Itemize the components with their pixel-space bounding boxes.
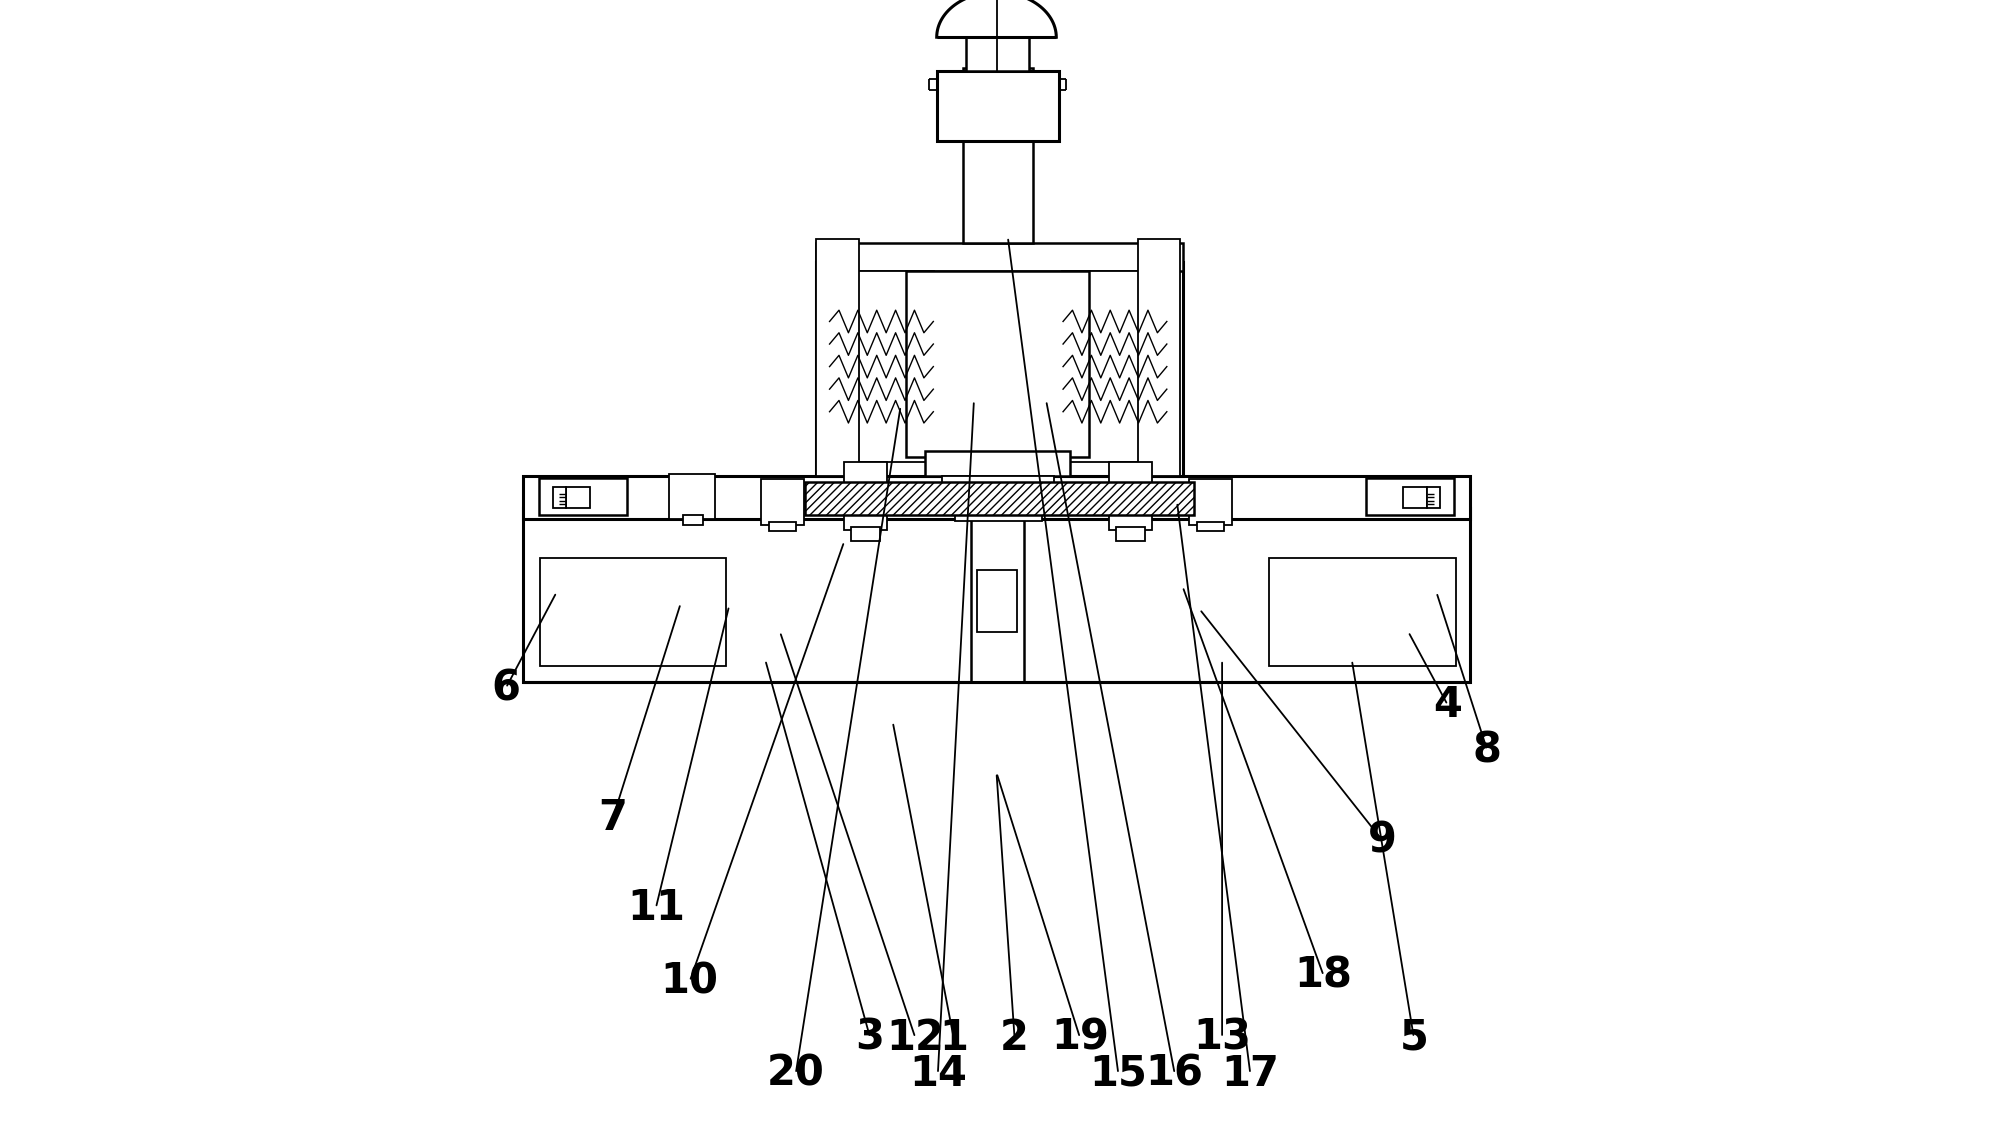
Text: 20: 20: [767, 1052, 825, 1095]
Text: 4: 4: [1433, 684, 1463, 726]
Bar: [1190, 479, 1232, 525]
Bar: [1270, 558, 1455, 666]
Bar: [670, 474, 715, 519]
Text: 16: 16: [1146, 1052, 1204, 1095]
Bar: [522, 508, 1471, 682]
Text: 13: 13: [1194, 1016, 1252, 1059]
Bar: [943, 476, 1054, 501]
Text: 8: 8: [1473, 729, 1501, 772]
Text: 18: 18: [1295, 954, 1353, 997]
Bar: [1116, 527, 1146, 541]
Bar: [955, 499, 1042, 521]
Bar: [1198, 522, 1224, 531]
Text: 5: 5: [1399, 1016, 1429, 1059]
Text: 2: 2: [1000, 1016, 1028, 1059]
Bar: [1427, 487, 1439, 508]
Bar: [845, 462, 887, 530]
Bar: [971, 515, 1024, 682]
Bar: [925, 451, 1070, 476]
Bar: [815, 239, 859, 476]
Bar: [963, 68, 1032, 243]
Bar: [538, 478, 626, 515]
Bar: [554, 487, 566, 508]
Bar: [684, 515, 704, 525]
Bar: [1110, 462, 1152, 530]
Bar: [907, 271, 1088, 457]
Text: 10: 10: [662, 960, 719, 1003]
Text: 6: 6: [492, 667, 520, 710]
Text: 3: 3: [855, 1016, 885, 1059]
Bar: [769, 522, 795, 531]
Text: 7: 7: [598, 796, 628, 839]
Bar: [1367, 478, 1455, 515]
Bar: [522, 476, 1471, 519]
Text: 12: 12: [887, 1016, 945, 1059]
Text: 11: 11: [628, 887, 686, 929]
Bar: [851, 527, 881, 541]
Bar: [540, 558, 725, 666]
Text: 9: 9: [1367, 819, 1397, 862]
Bar: [977, 570, 1016, 632]
Bar: [1062, 271, 1170, 462]
Text: 19: 19: [1050, 1016, 1108, 1059]
Text: 14: 14: [909, 1052, 967, 1095]
Text: 15: 15: [1090, 1052, 1148, 1095]
Bar: [937, 71, 1058, 141]
Bar: [566, 487, 590, 508]
Bar: [815, 243, 1182, 271]
Bar: [815, 262, 1182, 476]
Text: 17: 17: [1222, 1052, 1280, 1095]
Bar: [1138, 239, 1180, 476]
Bar: [761, 479, 803, 525]
Bar: [805, 482, 1194, 515]
Bar: [967, 37, 1028, 71]
Bar: [1403, 487, 1427, 508]
Text: 1: 1: [939, 1016, 969, 1059]
Bar: [827, 271, 935, 462]
